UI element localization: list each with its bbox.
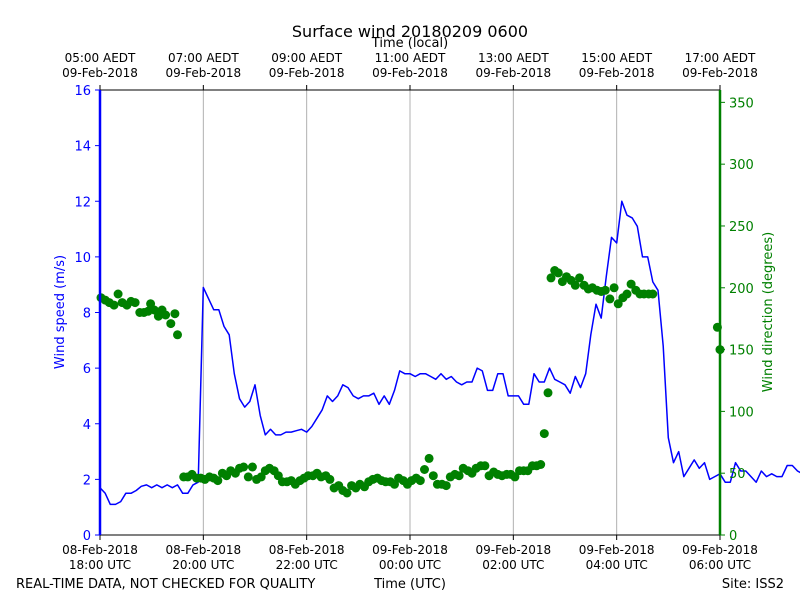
top-tick-label-time: 17:00 AEDT	[685, 51, 756, 65]
right-tick-label: 50	[729, 467, 746, 482]
bottom-tick-label-time: 06:00 UTC	[689, 558, 751, 572]
wind-direction-point	[170, 309, 180, 319]
wind-direction-point	[510, 472, 520, 482]
wind-direction-point	[600, 285, 610, 295]
top-tick-label-time: 07:00 AEDT	[168, 51, 239, 65]
top-tick-label-date: 09-Feb-2018	[62, 66, 138, 80]
left-tick-label: 2	[83, 473, 91, 488]
wind-direction-point	[454, 471, 464, 481]
wind-direction-point	[424, 453, 434, 463]
bottom-tick-label-date: 09-Feb-2018	[475, 543, 551, 557]
wind-direction-point	[575, 273, 584, 283]
wind-direction-point	[239, 462, 249, 472]
wind-speed-line	[99, 200, 800, 506]
left-tick-label: 16	[74, 84, 91, 99]
left-tick-label: 0	[83, 529, 91, 544]
top-tick-label-date: 09-Feb-2018	[372, 66, 448, 80]
quality-notice: REAL-TIME DATA, NOT CHECKED FOR QUALITY	[16, 577, 315, 592]
top-tick-label-date: 09-Feb-2018	[579, 66, 655, 80]
wind-direction-point	[441, 481, 451, 491]
chart-title: Surface wind 20180209 0600	[292, 22, 528, 41]
wind-direction-point	[113, 289, 123, 299]
top-tick-label-time: 13:00 AEDT	[478, 51, 549, 65]
wind-direction-point	[342, 488, 352, 498]
wind-direction-point	[173, 330, 182, 340]
left-axis-label: Wind speed (m/s)	[53, 255, 68, 369]
bottom-axis-label: Time (UTC)	[373, 577, 446, 592]
right-tick-label: 250	[729, 220, 754, 235]
wind-direction-point	[415, 476, 425, 486]
right-tick-label: 350	[729, 96, 754, 111]
right-tick-label: 100	[729, 405, 754, 420]
right-tick-label: 0	[729, 529, 737, 544]
top-tick-label-time: 11:00 AEDT	[375, 51, 446, 65]
wind-direction-point	[570, 280, 580, 290]
wind-direction-point	[648, 289, 658, 299]
wind-direction-point	[325, 474, 335, 484]
wind-direction-point	[428, 471, 438, 481]
wind-direction-point	[609, 283, 619, 293]
bottom-tick-label-time: 02:00 UTC	[482, 558, 544, 572]
top-tick-label-time: 15:00 AEDT	[581, 51, 652, 65]
wind-direction-point	[480, 461, 490, 471]
bottom-tick-label-time: 04:00 UTC	[586, 558, 648, 572]
wind-direction-point	[166, 319, 176, 329]
wind-speed-series	[99, 200, 800, 506]
wind-direction-point	[130, 298, 140, 308]
bottom-tick-label-date: 09-Feb-2018	[682, 543, 758, 557]
top-tick-label-date: 09-Feb-2018	[682, 66, 758, 80]
bottom-tick-label-time: 18:00 UTC	[69, 558, 131, 572]
wind-direction-point	[546, 273, 556, 283]
bottom-tick-label-date: 08-Feb-2018	[269, 543, 345, 557]
wind-direction-point	[553, 268, 563, 278]
wind-direction-point	[622, 289, 632, 299]
right-tick-label: 200	[729, 282, 754, 297]
top-tick-label-date: 09-Feb-2018	[475, 66, 551, 80]
wind-direction-point	[626, 279, 636, 289]
right-tick-label: 300	[729, 158, 754, 173]
left-tick-label: 4	[83, 418, 91, 433]
bottom-tick-label-date: 08-Feb-2018	[165, 543, 241, 557]
left-tick-label: 8	[83, 307, 91, 322]
wind-direction-point	[247, 462, 257, 472]
wind-direction-point	[539, 429, 549, 439]
right-tick-label: 150	[729, 344, 754, 359]
left-tick-label: 14	[74, 140, 91, 155]
top-axis-label: Time (local)	[371, 36, 448, 51]
top-tick-label-date: 09-Feb-2018	[165, 66, 241, 80]
right-axis-label: Wind direction (degrees)	[761, 232, 776, 392]
wind-direction-point	[605, 294, 615, 304]
bottom-tick-label-time: 00:00 UTC	[379, 558, 441, 572]
left-tick-label: 6	[83, 362, 91, 377]
left-tick-label: 10	[74, 251, 91, 266]
bottom-tick-label-time: 20:00 UTC	[172, 558, 234, 572]
left-tick-label: 12	[74, 195, 91, 210]
top-tick-label-time: 09:00 AEDT	[271, 51, 342, 65]
wind-direction-point	[420, 465, 429, 474]
bottom-tick-label-date: 09-Feb-2018	[579, 543, 655, 557]
wind-direction-point	[213, 476, 223, 486]
bottom-tick-label-date: 08-Feb-2018	[62, 543, 138, 557]
bottom-tick-label-date: 09-Feb-2018	[372, 543, 448, 557]
wind-direction-point	[536, 460, 546, 469]
wind-direction-point	[543, 388, 553, 398]
top-tick-label-date: 09-Feb-2018	[269, 66, 345, 80]
wind-direction-point	[109, 300, 119, 310]
top-tick-label-time: 05:00 AEDT	[65, 51, 136, 65]
wind-direction-point	[243, 472, 253, 482]
bottom-tick-label-time: 22:00 UTC	[276, 558, 338, 572]
site-label: Site: ISS2	[722, 577, 784, 592]
wind-direction-series	[96, 266, 725, 498]
wind-direction-point	[613, 299, 623, 309]
wind-direction-point	[161, 310, 171, 320]
